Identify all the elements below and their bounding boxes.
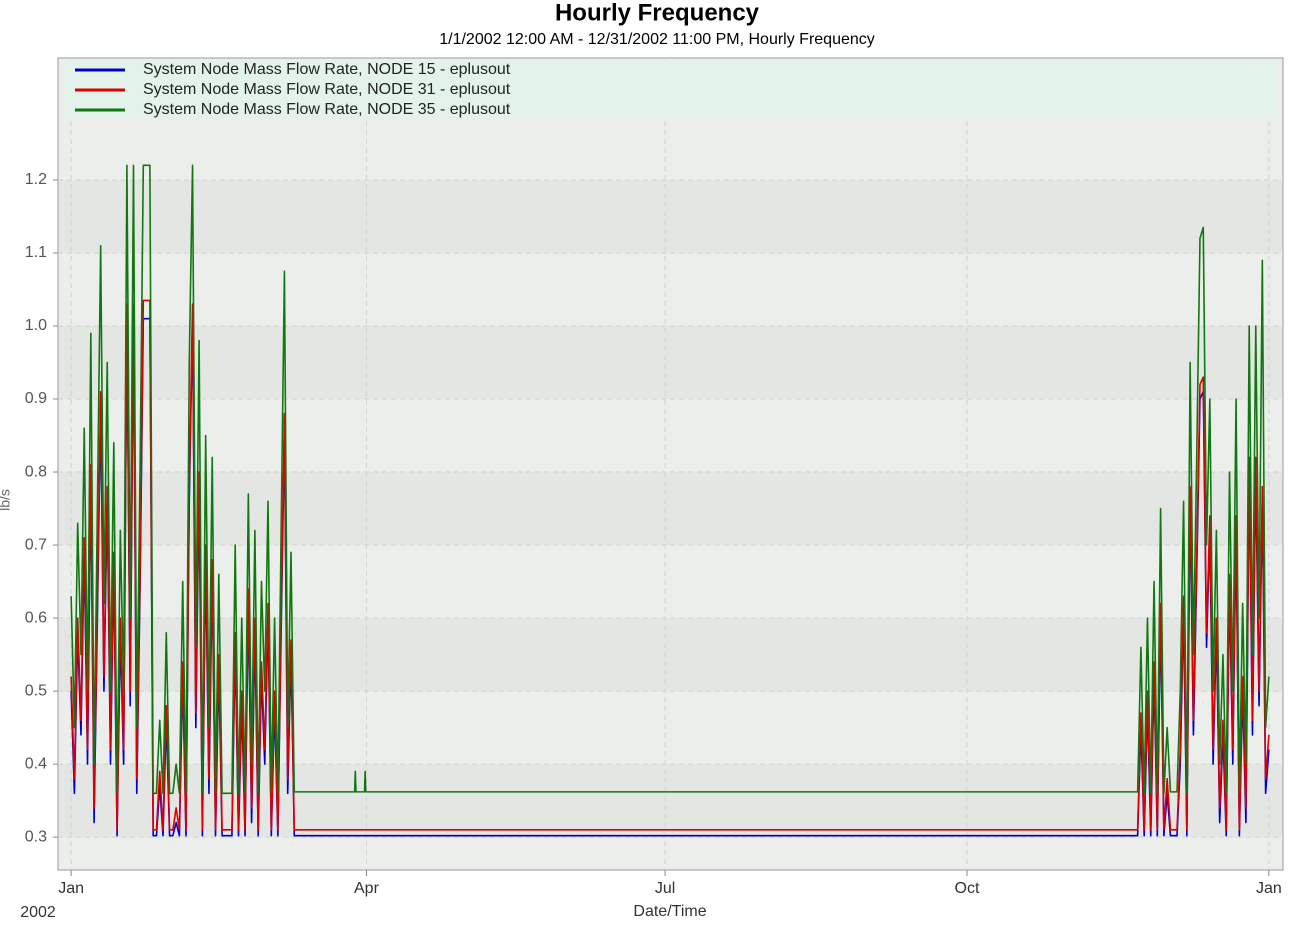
x-tick-label: Jan [1256,880,1282,897]
grid-band [59,764,1282,838]
y-tick-label: 0.8 [25,463,47,480]
y-tick-label: 0.3 [25,828,47,845]
chart-subtitle: 1/1/2002 12:00 AM - 12/31/2002 11:00 PM,… [439,31,875,48]
x-tick-label: Jan [58,880,84,897]
series-line [70,164,1270,795]
x-axis-label: Date/Time [633,903,706,920]
legend-label: System Node Mass Flow Rate, NODE 35 - ep… [143,101,511,118]
chart-title: Hourly Frequency [555,0,760,26]
legend-box [66,60,1276,118]
legend-label: System Node Mass Flow Rate, NODE 31 - ep… [143,81,511,98]
legend-label: System Node Mass Flow Rate, NODE 15 - ep… [143,61,511,78]
y-tick-label: 0.4 [25,755,47,772]
x-tick-label: Apr [354,880,380,897]
y-tick-label: 0.7 [25,536,47,553]
y-tick-label: 1.0 [25,317,47,334]
y-tick-label: 0.9 [25,390,47,407]
x-tick-label: Jul [655,880,675,897]
y-axis-label: lb/s [0,489,13,511]
x-tick-label: Oct [955,880,980,897]
y-tick-label: 1.2 [25,171,47,188]
grid-band [59,472,1282,546]
y-tick-label: 0.6 [25,609,47,626]
x-axis-sublabel: 2002 [20,904,56,921]
grid-band [59,325,1282,400]
y-tick-label: 1.1 [25,244,47,261]
y-tick-label: 0.5 [25,682,47,699]
grid-band [59,179,1282,253]
